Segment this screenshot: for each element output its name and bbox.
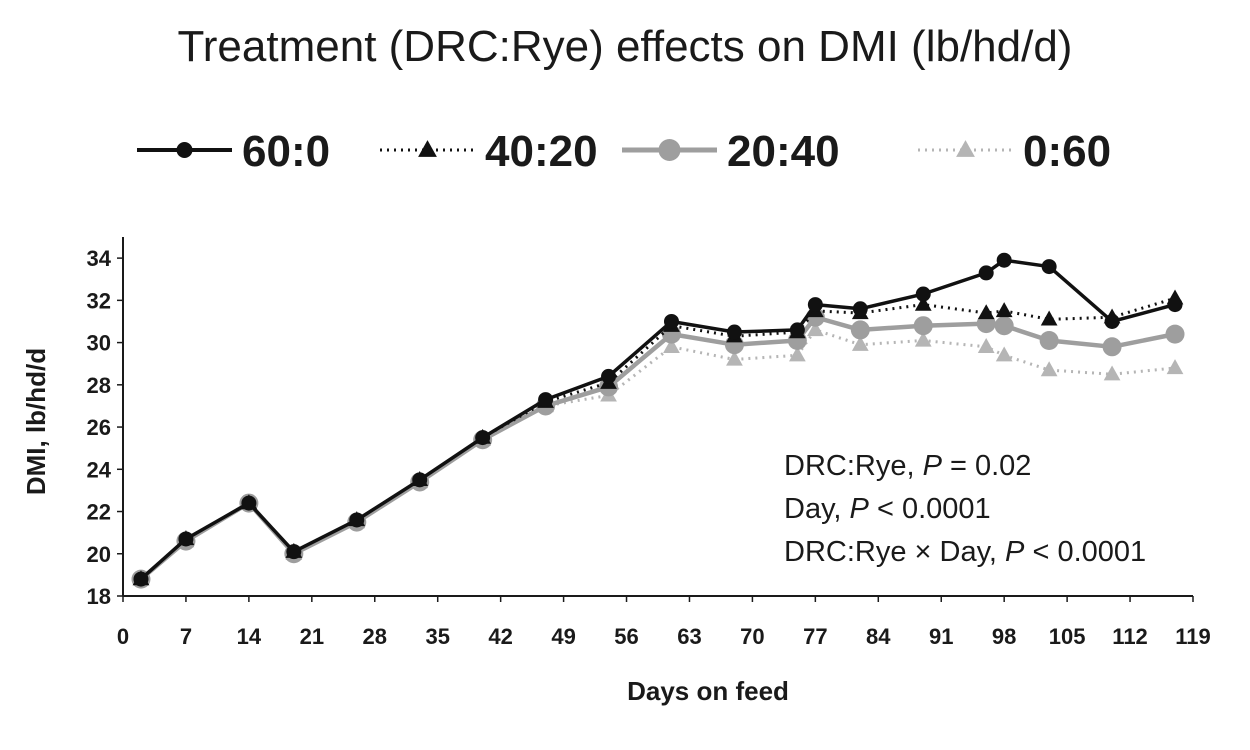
data-point	[914, 331, 932, 347]
legend-item: 40:20	[380, 127, 598, 176]
x-tick-label: 49	[551, 624, 575, 649]
x-tick-label: 7	[180, 624, 192, 649]
data-point	[995, 302, 1013, 318]
y-axis-title: DMI, lb/hd/d	[21, 348, 51, 495]
stats-line: Day, P < 0.0001	[784, 493, 991, 525]
data-point	[1040, 361, 1058, 377]
data-point	[850, 320, 870, 340]
data-point	[1103, 365, 1121, 381]
series-60:0	[133, 252, 1183, 587]
data-point	[475, 430, 491, 446]
legend-swatch-marker	[176, 142, 193, 158]
x-tick-label: 77	[803, 624, 827, 649]
x-tick-label: 14	[237, 624, 262, 649]
data-point	[412, 472, 428, 488]
x-tick-label: 0	[117, 624, 129, 649]
data-point	[286, 544, 302, 560]
x-tick-label: 56	[614, 624, 638, 649]
data-point	[915, 286, 931, 302]
y-tick-label: 18	[87, 584, 111, 609]
legend-label: 0:60	[1023, 127, 1111, 176]
y-tick-label: 28	[87, 373, 111, 398]
x-tick-label: 21	[300, 624, 324, 649]
legend-swatch-marker	[956, 140, 975, 157]
data-point	[241, 495, 257, 511]
x-tick-label: 112	[1112, 624, 1148, 649]
data-point	[1040, 310, 1058, 326]
axes: 0 7 14 21 28 35 42 49 56 63 70 77 84 91 98 105 112 119 18 2…	[21, 237, 1211, 706]
data-point	[178, 531, 194, 547]
x-tick-label: 119	[1175, 624, 1211, 649]
legend: 60:0 40:20 20:40 0:60	[137, 127, 1111, 176]
data-point	[133, 571, 149, 587]
stats-line: DRC:Rye × Day, P < 0.0001	[784, 536, 1146, 568]
x-tick-label: 28	[363, 624, 387, 649]
series-layer	[131, 252, 1185, 589]
x-tick-label: 63	[677, 624, 701, 649]
data-point	[806, 321, 824, 337]
y-tick-label: 24	[87, 457, 112, 482]
x-tick-label: 105	[1049, 624, 1086, 649]
data-point	[996, 252, 1012, 268]
data-point	[789, 346, 806, 362]
y-tick-label: 20	[87, 542, 111, 567]
legend-label: 40:20	[485, 127, 598, 176]
data-point	[994, 316, 1014, 336]
y-tick-label: 34	[87, 246, 112, 271]
x-tick-label: 42	[488, 624, 512, 649]
x-tick-label: 91	[929, 624, 953, 649]
data-point	[1104, 313, 1120, 329]
data-point	[663, 338, 680, 353]
data-point	[977, 338, 995, 353]
data-point	[807, 297, 823, 313]
stats-line: DRC:Rye, P = 0.02	[784, 450, 1031, 482]
data-point	[978, 265, 994, 281]
data-point	[852, 301, 868, 317]
data-point	[1039, 330, 1059, 350]
data-point	[663, 313, 679, 329]
legend-item: 20:40	[622, 127, 840, 176]
legend-label: 60:0	[242, 127, 330, 176]
chart-title: Treatment (DRC:Rye) effects on DMI (lb/h…	[177, 22, 1073, 71]
data-point	[726, 324, 742, 340]
x-tick-label: 84	[866, 624, 891, 649]
x-tick-label: 35	[425, 624, 449, 649]
legend-swatch-marker	[418, 140, 437, 157]
x-tick-label: 98	[992, 624, 1016, 649]
series-line	[139, 258, 1176, 581]
data-point	[851, 335, 869, 351]
x-axis-title: Days on feed	[627, 676, 789, 706]
data-point	[601, 368, 617, 384]
data-point	[1165, 324, 1185, 344]
data-point	[977, 304, 995, 320]
data-point	[914, 295, 932, 311]
data-point	[1167, 297, 1183, 313]
y-tick-label: 26	[87, 415, 111, 440]
y-tick-label: 30	[87, 331, 111, 356]
legend-label: 20:40	[727, 127, 840, 176]
legend-item: 60:0	[137, 127, 330, 176]
legend-swatch-marker	[658, 139, 681, 161]
data-point	[995, 346, 1013, 362]
legend-item: 0:60	[918, 127, 1111, 176]
y-tick-label: 22	[87, 500, 111, 525]
data-point	[726, 350, 743, 366]
data-point	[538, 392, 554, 408]
y-tick-label: 32	[87, 288, 111, 313]
data-point	[1041, 259, 1057, 275]
data-point	[913, 316, 933, 336]
stats-annotations: DRC:Rye, P = 0.02 Day, P < 0.0001 DRC:Rye …	[784, 450, 1146, 568]
data-point	[1102, 337, 1122, 357]
data-point	[789, 322, 805, 338]
data-point	[349, 512, 365, 528]
x-tick-label: 70	[740, 624, 764, 649]
data-point	[1166, 359, 1184, 375]
